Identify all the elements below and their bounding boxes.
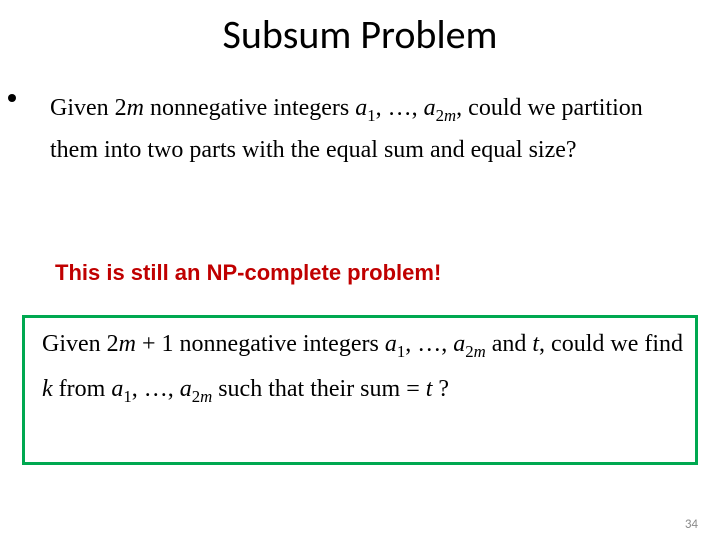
text-suchthat: such that their sum = — [212, 376, 426, 402]
text-2: 2 — [115, 95, 127, 121]
page-number: 34 — [685, 517, 698, 532]
text-given2: Given — [42, 331, 107, 357]
bullet-icon — [8, 94, 16, 102]
text-plus1: + 1 — [136, 331, 174, 357]
text-dotsb: , …, — [405, 331, 453, 357]
var-k: k — [42, 376, 53, 402]
text-q: ? — [432, 376, 449, 402]
var-a2m: a — [424, 95, 436, 121]
sub-mc: m — [200, 387, 212, 406]
problem-1-text: Given 2m nonnegative integers a1, …, a2m… — [28, 88, 692, 171]
np-complete-statement: This is still an NP-complete problem! — [55, 260, 441, 286]
text-from: from — [53, 376, 112, 402]
sub-mb: m — [474, 342, 486, 361]
slide: Subsum Problem Given 2m nonnegative inte… — [0, 10, 720, 550]
text-two: 2 — [107, 331, 119, 357]
text-dots: , …, — [376, 95, 424, 121]
sub-m: m — [444, 106, 456, 125]
var-b1: a — [111, 376, 123, 402]
sub-1: 1 — [367, 106, 375, 125]
text-and: and — [486, 331, 533, 357]
text-given: Given — [50, 95, 115, 121]
var-m: m — [127, 95, 144, 121]
text-nonneg2: nonnegative integers — [174, 331, 385, 357]
var-a2mb: a — [453, 331, 465, 357]
sub-2c: 2 — [192, 387, 200, 406]
problem-2-text: Given 2m + 1 nonnegative integers a1, …,… — [42, 322, 686, 412]
sub-2: 2 — [436, 106, 444, 125]
var-a1: a — [355, 95, 367, 121]
var-a1b: a — [385, 331, 397, 357]
var-m2: m — [119, 331, 136, 357]
text-couldfind: , could we find — [539, 331, 683, 357]
text-nonneg: nonnegative integers — [144, 95, 355, 121]
sub-1b: 1 — [397, 342, 405, 361]
sub-1c: 1 — [123, 387, 131, 406]
slide-title: Subsum Problem — [0, 10, 720, 59]
text-dotsc: , …, — [132, 376, 180, 402]
sub-2b: 2 — [465, 342, 473, 361]
var-b2m: a — [180, 376, 192, 402]
